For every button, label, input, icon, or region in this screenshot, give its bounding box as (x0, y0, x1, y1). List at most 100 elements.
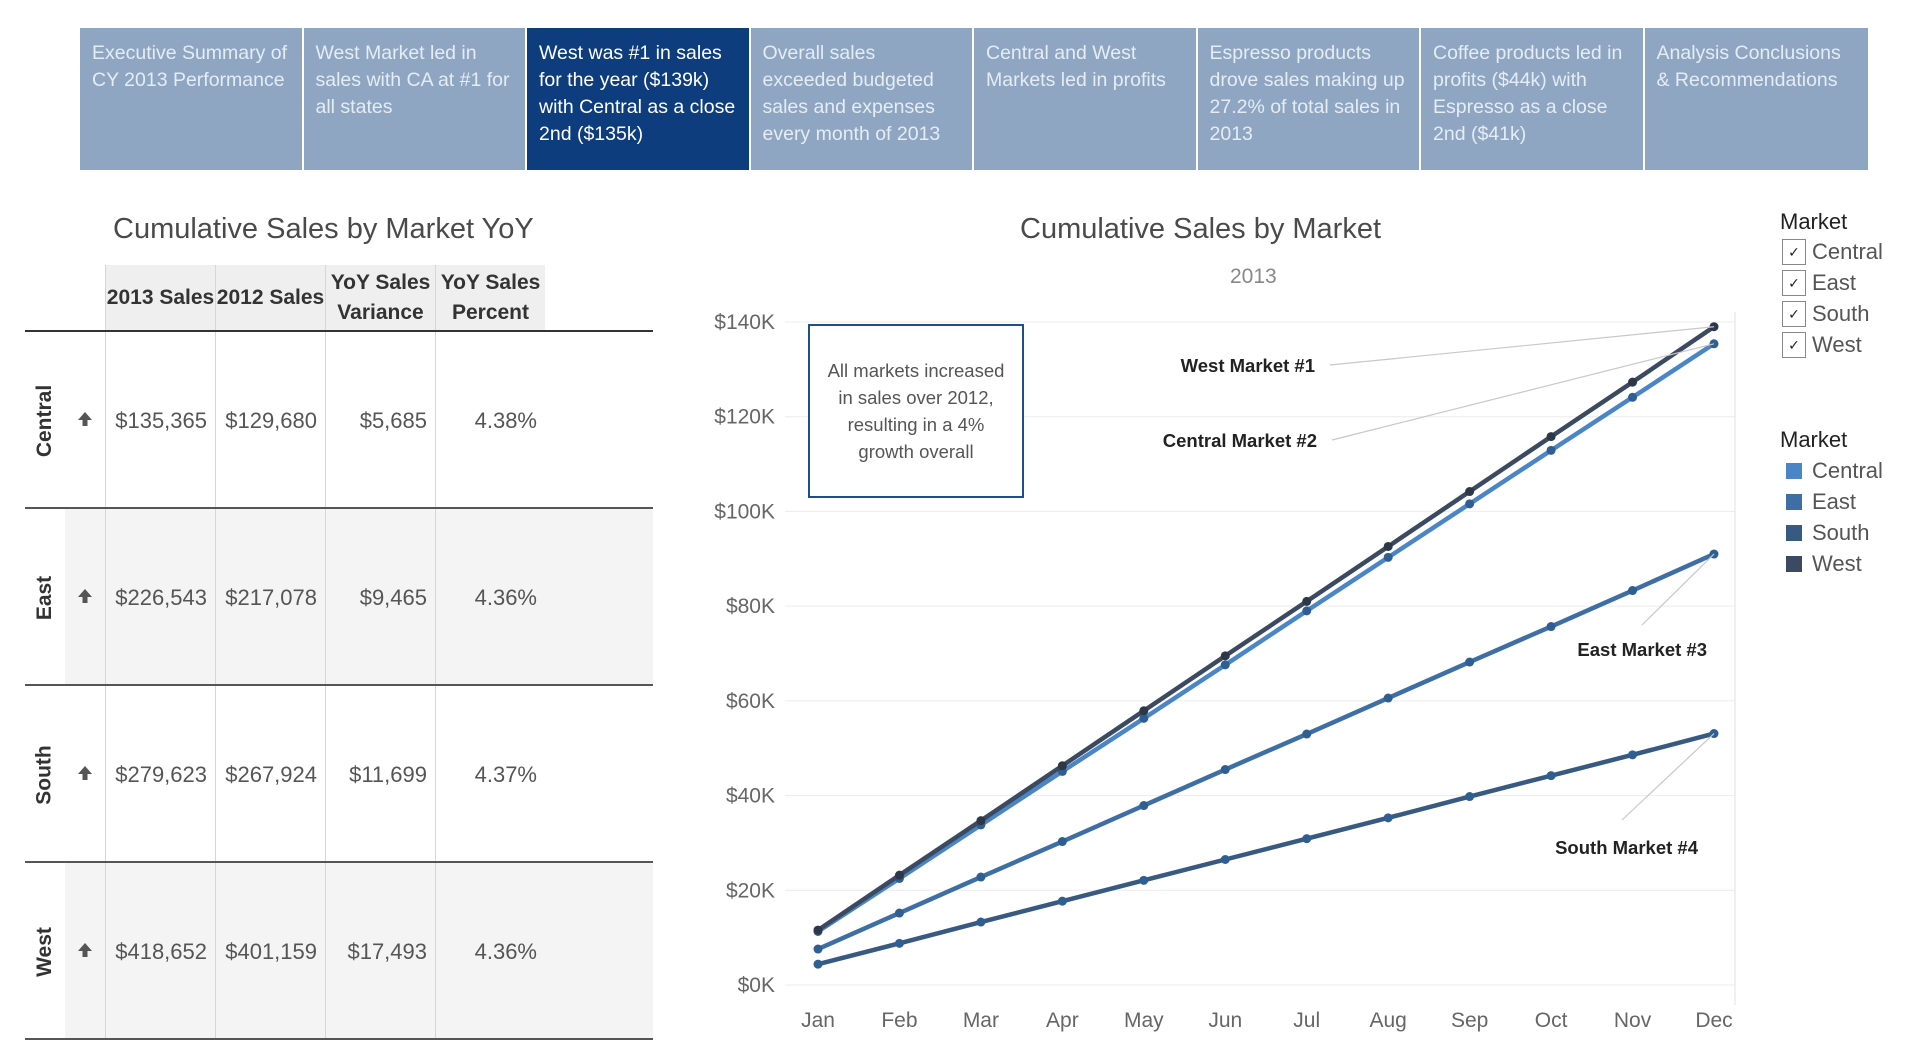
y-tick-label: $140K (714, 311, 775, 334)
story-navigation: Executive Summary of CY 2013 Performance… (80, 28, 1868, 170)
data-point-central (1546, 445, 1556, 455)
chart-title: Cumulative Sales by Market (1020, 213, 1382, 245)
data-point-south (813, 959, 823, 969)
row-label: West (33, 926, 57, 977)
cell-2013-sales: $418,652 (115, 938, 207, 964)
data-point-south (1302, 834, 1312, 844)
legend-item-south[interactable]: South (1786, 519, 1870, 547)
story-tab-8[interactable]: Analysis Conclusions & Recommendations (1644, 28, 1868, 170)
data-point-south (1057, 896, 1067, 906)
cell-2013-sales: $135,365 (115, 407, 207, 433)
checkbox-checked-icon[interactable]: ✓ (1782, 270, 1806, 296)
data-point-west (813, 925, 823, 935)
series-line-south (817, 731, 1715, 967)
story-tab-4[interactable]: Overall sales exceeded budgeted sales an… (750, 28, 974, 170)
x-tick-label: Dec (1695, 1009, 1732, 1032)
row-label: East (33, 575, 57, 620)
data-point-west (1139, 706, 1149, 716)
y-tick-label: $40K (726, 785, 775, 808)
data-point-west (1546, 432, 1556, 442)
legend-item-west[interactable]: West (1786, 550, 1862, 578)
story-tab-2[interactable]: West Market led in sales with CA at #1 f… (303, 28, 527, 170)
legend-item-east[interactable]: East (1786, 488, 1856, 516)
legend-item-central[interactable]: Central (1786, 457, 1883, 485)
data-point-west (1709, 322, 1719, 332)
data-point-west (1383, 541, 1393, 551)
story-tab-1[interactable]: Executive Summary of CY 2013 Performance (80, 28, 304, 170)
filter-south[interactable]: ✓ South (1782, 300, 1870, 328)
data-point-east (1139, 801, 1149, 811)
x-tick-label: Jun (1208, 1009, 1242, 1032)
story-tab-7[interactable]: Coffee products led in profits ($44k) wi… (1421, 28, 1645, 170)
series-line-east (817, 551, 1715, 952)
up-arrow-icon (78, 766, 92, 780)
cell-percent: 4.36% (474, 938, 537, 964)
market-color-legend-title: Market (1780, 427, 1848, 452)
annotation-leader-line (1641, 553, 1715, 626)
filter-west[interactable]: ✓ West (1782, 331, 1862, 359)
data-point-east (1383, 693, 1393, 703)
cell-percent: 4.38% (474, 407, 537, 433)
data-point-central (1628, 392, 1638, 402)
table-row-east[interactable]: East $226,543 $217,078 $9,465 4.36% (25, 509, 653, 686)
x-tick-label: May (1124, 1009, 1164, 1032)
checkbox-checked-icon[interactable]: ✓ (1782, 332, 1806, 358)
cell-2012-sales: $129,680 (225, 407, 317, 433)
data-point-east (813, 944, 823, 954)
data-point-east (1546, 622, 1556, 632)
cell-2012-sales: $217,078 (225, 584, 317, 610)
table-row-west[interactable]: West $418,652 $401,159 $17,493 4.36% (25, 863, 653, 1040)
market-filter-title: Market (1780, 209, 1848, 234)
legend-swatch (1786, 556, 1802, 572)
up-arrow-icon (78, 589, 92, 603)
row-label: South (33, 744, 57, 805)
data-point-west (1465, 487, 1475, 497)
data-point-central (1465, 499, 1475, 509)
data-point-south (1220, 855, 1230, 865)
cell-2013-sales: $279,623 (115, 761, 207, 787)
growth-annotation-box: All markets increased in sales over 2012… (808, 324, 1024, 498)
annotation-label-east: East Market #3 (1577, 639, 1707, 660)
y-tick-label: $120K (714, 406, 775, 429)
data-point-south (1139, 875, 1149, 885)
checkbox-checked-icon[interactable]: ✓ (1782, 301, 1806, 327)
data-point-central (1139, 713, 1149, 723)
data-point-central (1220, 660, 1230, 670)
legend-swatch (1786, 525, 1802, 541)
data-point-central (1302, 606, 1312, 616)
cell-2012-sales: $401,159 (225, 938, 317, 964)
header-divider (25, 330, 653, 332)
cell-variance: $17,493 (347, 938, 427, 964)
y-tick-label: $100K (714, 500, 775, 523)
header-yoy-percent: YoY Sales Percent (435, 265, 545, 330)
data-point-east (1220, 765, 1230, 775)
data-point-south (976, 917, 986, 927)
y-tick-label: $60K (726, 690, 775, 713)
series-line-west (816, 324, 1716, 932)
annotation-label-west: West Market #1 (1181, 355, 1315, 376)
data-point-south (1546, 771, 1556, 781)
table-row-south[interactable]: South $279,623 $267,924 $11,699 4.37% (25, 686, 653, 863)
legend-swatch (1786, 463, 1802, 479)
checkbox-checked-icon[interactable]: ✓ (1782, 239, 1806, 265)
cell-2013-sales: $226,543 (115, 584, 207, 610)
story-tab-5[interactable]: Central and West Markets led in profits (974, 28, 1198, 170)
chart-subtitle: 2013 (1230, 265, 1277, 288)
story-tab-3[interactable]: West was #1 in sales for the year ($139k… (527, 28, 751, 170)
annotation-leader-line (1331, 343, 1715, 441)
x-tick-label: Nov (1614, 1009, 1652, 1032)
filter-central[interactable]: ✓ Central (1782, 238, 1883, 266)
story-tab-6[interactable]: Espresso products drove sales making up … (1197, 28, 1421, 170)
row-label: Central (33, 384, 57, 457)
x-tick-label: Sep (1451, 1009, 1488, 1032)
table-row-central[interactable]: Central $135,365 $129,680 $5,685 4.38% (25, 332, 653, 509)
cell-variance: $9,465 (359, 584, 427, 610)
data-point-west (1220, 651, 1230, 661)
data-point-west (894, 870, 904, 880)
filter-east[interactable]: ✓ East (1782, 269, 1856, 297)
cell-variance: $5,685 (359, 407, 427, 433)
x-tick-label: Mar (963, 1009, 999, 1032)
data-point-west (1057, 761, 1067, 771)
data-point-east (1302, 729, 1312, 739)
data-point-east (1057, 837, 1067, 847)
